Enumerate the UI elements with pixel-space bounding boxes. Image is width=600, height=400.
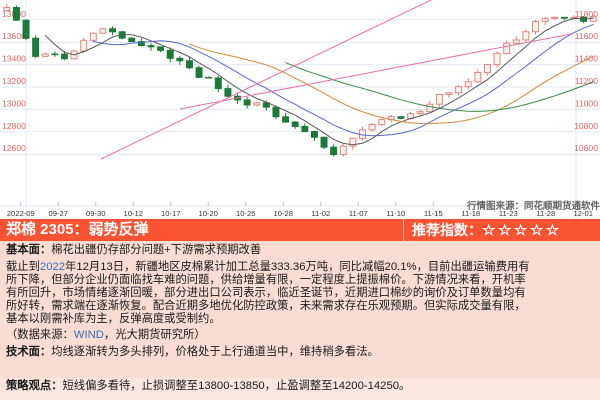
svg-text:2022-09: 2022-09	[7, 209, 35, 218]
svg-text:13600: 13600	[2, 31, 26, 41]
svg-text:12600: 12600	[2, 143, 26, 153]
svg-text:13200: 13200	[2, 76, 26, 86]
svg-text:11-02: 11-02	[311, 209, 330, 218]
svg-text:10-28: 10-28	[274, 209, 293, 218]
svg-text:09-27: 09-27	[49, 209, 68, 218]
svg-text:11000: 11000	[575, 98, 598, 108]
svg-text:11600: 11600	[575, 31, 598, 41]
svg-text:13400: 13400	[2, 54, 26, 64]
svg-text:12800: 12800	[2, 121, 26, 131]
svg-text:10-12: 10-12	[124, 209, 143, 218]
svg-text:11-07: 11-07	[349, 209, 368, 218]
svg-text:10-20: 10-20	[199, 209, 218, 218]
svg-text:10-25: 10-25	[236, 209, 255, 218]
svg-text:13000: 13000	[2, 98, 26, 108]
svg-text:10600: 10600	[574, 143, 598, 153]
svg-text:10800: 10800	[574, 121, 598, 131]
svg-text:09-30: 09-30	[86, 209, 105, 218]
svg-text:11400: 11400	[575, 54, 598, 64]
svg-text:10-17: 10-17	[161, 209, 180, 218]
svg-text:11-10: 11-10	[386, 209, 405, 218]
